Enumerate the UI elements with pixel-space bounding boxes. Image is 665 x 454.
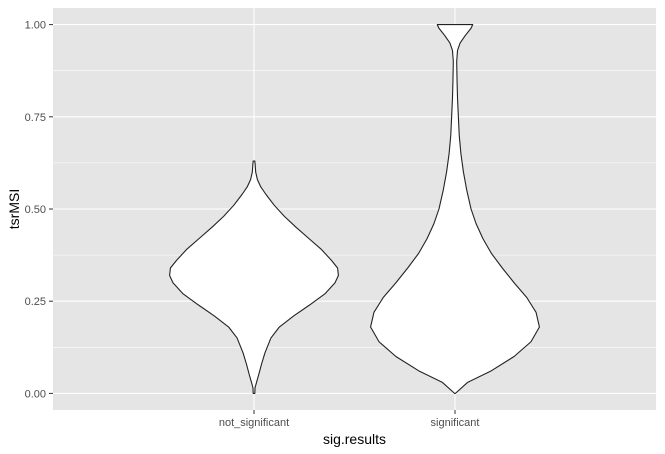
x-axis-title: sig.results	[323, 431, 386, 447]
violin-significant	[370, 24, 540, 394]
y-tick-label: 0.25	[25, 296, 46, 308]
y-axis-ticks: 0.00 0.25 0.50 0.75 1.00	[25, 20, 53, 400]
y-tick-label: 0.50	[25, 204, 46, 216]
x-tick-label: significant	[431, 417, 480, 429]
x-axis-ticks: not_significant significant	[219, 410, 480, 429]
violin-not_significant	[169, 160, 339, 394]
y-tick-label: 0.00	[25, 388, 46, 400]
y-tick-label: 0.75	[25, 112, 46, 124]
violins	[169, 24, 540, 394]
y-tick-label: 1.00	[25, 20, 46, 32]
y-axis-title: tsrMSI	[6, 189, 22, 229]
x-tick-label: not_significant	[219, 417, 289, 429]
